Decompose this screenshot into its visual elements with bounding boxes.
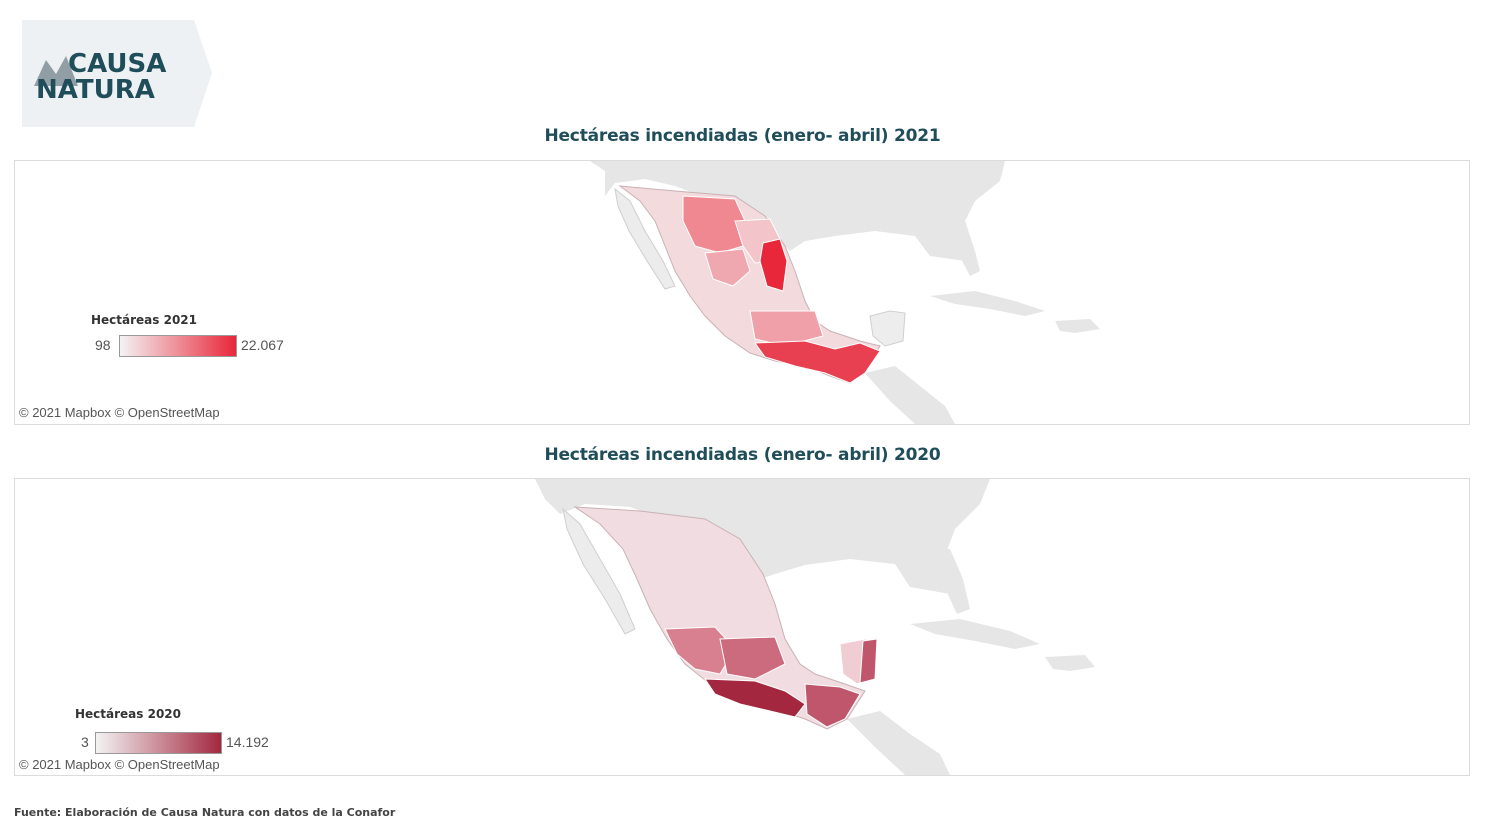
state-nuevo-leon (759, 238, 788, 292)
central-states (719, 636, 786, 680)
map-2021-canvas[interactable] (15, 161, 1469, 424)
hispaniola-landmass (1055, 319, 1100, 333)
state-chiapas (804, 683, 861, 728)
legend-2020-gradient (95, 732, 222, 754)
causa-natura-logo: CAUSA NATURA (22, 20, 212, 127)
legend-2020-title: Hectáreas 2020 (75, 707, 182, 721)
florida-landmass (930, 549, 970, 614)
baja-california (562, 507, 636, 635)
logo-line2: NATURA (36, 75, 155, 105)
florida-landmass (945, 221, 980, 276)
state-durango (704, 248, 751, 287)
map-2021-attribution[interactable]: © 2021 Mapbox © OpenStreetMap (19, 405, 220, 420)
source-note: Fuente: Elaboración de Causa Natura con … (14, 806, 396, 819)
baja-california (614, 187, 676, 290)
cuba-landmass (910, 619, 1040, 649)
central-america (865, 366, 955, 424)
state-oaxaca-guerrero (704, 678, 806, 718)
usa-landmass (535, 479, 990, 594)
southern-states (754, 340, 881, 384)
state-quintana-roo (859, 638, 878, 684)
legend-2021-gradient (119, 335, 237, 357)
legend-2020-max: 14.192 (226, 734, 269, 750)
cuba-landmass (930, 291, 1045, 316)
western-states (664, 626, 736, 675)
legend-2021-min: 98 (95, 337, 111, 353)
map-2020-panel[interactable]: Hectáreas 2020 3 14.192 © 2021 Mapbox © … (14, 478, 1470, 776)
map-2020-attribution[interactable]: © 2021 Mapbox © OpenStreetMap (19, 757, 220, 772)
mexico-mainland (573, 506, 866, 730)
map-2021-title: Hectáreas incendiadas (enero- abril) 202… (544, 126, 941, 146)
usa-landmass (590, 161, 1005, 261)
central-america (847, 711, 950, 775)
yucatan-peninsula (869, 310, 906, 347)
legend-2021-max: 22.067 (241, 337, 284, 353)
legend-2021-title: Hectáreas 2021 (91, 313, 198, 327)
logo-line1: CAUSA (68, 49, 166, 79)
map-2021-panel[interactable]: Hectáreas 2021 98 22.067 © 2021 Mapbox ©… (14, 160, 1470, 425)
legend-2020-min: 3 (81, 734, 89, 750)
map-2020-title: Hectáreas incendiadas (enero- abril) 202… (544, 445, 941, 465)
state-chihuahua (682, 195, 746, 254)
hispaniola-landmass (1045, 655, 1095, 671)
map-2020-canvas[interactable] (15, 479, 1469, 775)
